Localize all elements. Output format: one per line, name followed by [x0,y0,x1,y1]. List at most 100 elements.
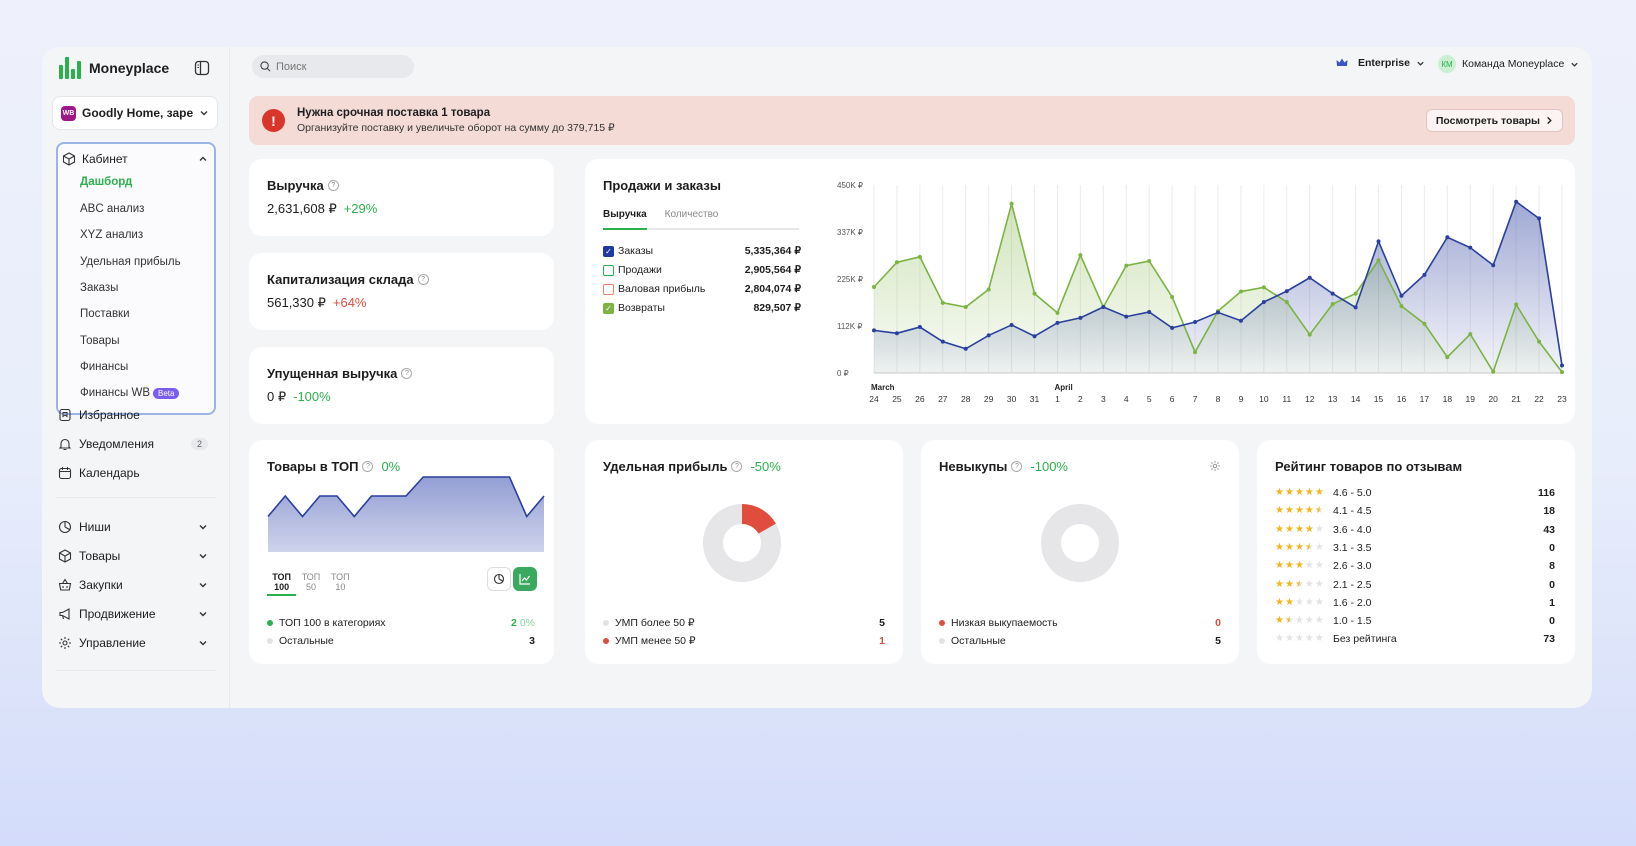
data-point [1193,320,1198,325]
kpi-revenue: Выручка? 2,631,608 ₽ +29% [249,159,554,236]
logo[interactable]: Moneyplace [59,57,169,79]
rating-row: ★ ★ ★ ★ ★ 4.1 - 4.5 18 [1275,505,1555,517]
data-point [1124,263,1129,268]
kpi-value-row: 0 ₽ -100% [267,389,331,405]
sidebar-toggle-icon[interactable] [194,60,210,76]
sidebar-item-products[interactable]: Товары [80,335,120,347]
star-icon: ★ [1314,541,1324,553]
sidebar-item-favorites[interactable]: Избранное [58,408,208,422]
gear-icon[interactable] [1209,460,1221,472]
help-icon[interactable]: ? [362,461,374,472]
legend-value: 3 [529,635,535,647]
star-icon: ★ [1284,578,1294,590]
sidebar-group-purchases[interactable]: Закупки [58,578,208,592]
y-tick-label: 225K ₽ [837,275,863,284]
checkbox-checked-icon[interactable]: ✓ [603,302,614,314]
legend-returns[interactable]: ✓ Возвраты 829,507 ₽ [603,302,801,314]
star-icon: ★ [1275,487,1284,498]
checkbox-icon[interactable] [603,283,614,295]
rating-row: ★ ★ ★ ★ ★ 4.6 - 5.0 116 [1275,487,1555,499]
x-tick-label: 16 [1397,394,1407,404]
data-point [1261,285,1266,290]
data-point [963,304,968,309]
data-point [1514,302,1519,307]
calendar-icon [58,467,72,480]
star-icon: ★ [1294,578,1304,590]
star-icon: ★ [1294,560,1304,572]
star-icon: ★ [1304,615,1314,627]
sidebar-item-orders[interactable]: Заказы [80,282,119,294]
legend-row: УМП более 50 ₽ [603,617,695,629]
sidebar-item-finance-wb[interactable]: Финансы WB Beta [80,387,180,399]
x-tick-label: 22 [1534,394,1544,404]
segment-top10[interactable]: ТОП 10 [331,572,350,592]
help-icon[interactable]: ? [731,461,743,472]
sidebar-item-calendar[interactable]: Календарь [58,466,208,480]
kpi-title: Выручка? [267,178,339,193]
pie-view-button[interactable] [487,567,511,591]
card-title: Рейтинг товаров по отзывам [1275,459,1463,474]
legend-orders[interactable]: ✓ Заказы 5,335,364 ₽ [603,245,801,257]
data-point [1055,320,1060,325]
sidebar-item-notifications[interactable]: Уведомления 2 [58,437,208,451]
data-point [1376,258,1381,263]
star-icon: ★ [1284,523,1294,535]
y-tick-label: 450K ₽ [837,181,863,190]
help-icon[interactable]: ? [327,180,339,191]
rating-row: ★ ★ ★ ★ ★ Без рейтинга 73 [1275,633,1555,645]
x-tick-label: 31 [1030,394,1040,404]
data-point [1537,216,1542,221]
search-box[interactable] [252,55,414,78]
user-menu[interactable]: КМ Команда Moneyplace [1438,55,1579,73]
help-icon[interactable]: ? [1011,461,1023,472]
line-view-button[interactable] [513,567,537,591]
star-icon: ★ [1304,633,1314,645]
tab-revenue[interactable]: Выручка [603,209,647,230]
kpi-title-text: Выручка [267,178,324,193]
sidebar-item-dashboard[interactable]: Дашборд [80,176,133,188]
star-icon: ★ [1275,523,1284,535]
store-selector[interactable]: WB Goodly Home, заре... [52,96,218,130]
sidebar-item-abc[interactable]: ABC анализ [80,203,145,215]
sidebar-item-xyz[interactable]: XYZ анализ [80,229,144,241]
sparkline-line [267,476,545,519]
tab-quantity[interactable]: Количество [664,209,719,220]
checkbox-icon[interactable] [603,264,614,276]
sidebar: Moneyplace WB Goodly Home, заре... Кабин… [42,47,230,708]
checkbox-checked-icon[interactable]: ✓ [603,245,614,257]
star-icon: ★ [1294,541,1304,553]
cabinet-header[interactable]: Кабинет [58,144,214,168]
sidebar-item-finance[interactable]: Финансы [80,361,129,373]
sidebar-group-promotion[interactable]: Продвижение [58,607,208,621]
data-point [1399,293,1404,298]
legend-row: УМП менее 50 ₽ [603,635,696,647]
segment-top50[interactable]: ТОП 50 [301,572,321,592]
data-point [1238,318,1243,323]
legend-gross-profit[interactable]: Валовая прибыль 2,804,074 ₽ [603,283,801,295]
sidebar-item-supplies[interactable]: Поставки [80,308,130,320]
sidebar-group-niches[interactable]: Ниши [58,520,208,534]
segment-top100[interactable]: ТОП 100 [267,570,297,596]
rating-range: 4.6 - 5.0 [1333,487,1372,499]
sidebar-group-products[interactable]: Товары [58,549,208,563]
star-icon: ★ [1314,487,1324,498]
star-icon: ★ [1275,615,1284,627]
data-point [1078,315,1083,320]
help-icon[interactable]: ? [401,368,413,379]
sidebar-group-management[interactable]: Управление [58,636,208,650]
help-icon[interactable]: ? [417,274,429,285]
search-input[interactable] [276,60,396,73]
avatar: КМ [1438,55,1456,73]
view-products-button[interactable]: Посмотреть товары [1425,109,1563,132]
sidebar-item-unit-profit[interactable]: Удельная прибыль [80,256,181,268]
rating-count: 18 [1543,505,1555,518]
chevron-down-icon [1571,62,1578,67]
legend-sales[interactable]: Продажи 2,905,564 ₽ [603,264,801,276]
plan-selector[interactable]: Enterprise [1336,57,1425,69]
alert-title: Нужна срочная поставка 1 товара [297,107,491,119]
legend-value: 5 [879,617,885,629]
rating-range: 2.6 - 3.0 [1333,560,1372,573]
star-icon: ★ [1294,523,1304,535]
sidebar-group-label: Закупки [79,578,123,592]
data-point [872,284,876,289]
